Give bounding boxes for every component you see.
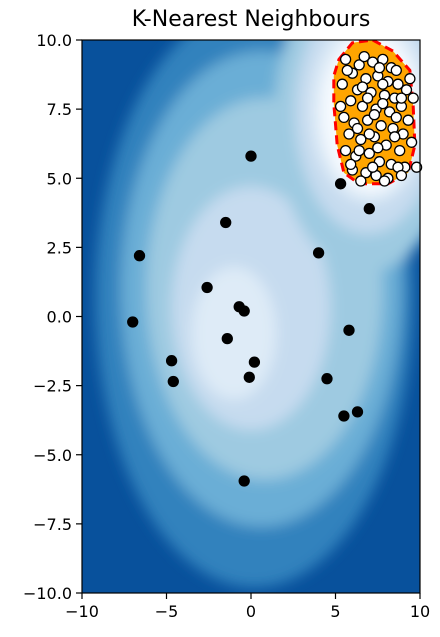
- data-point-s1-68: [353, 144, 365, 157]
- data-point-s1-33: [394, 144, 406, 157]
- data-point-s1-29: [343, 128, 355, 140]
- y-tick-label: 10.0: [36, 31, 72, 50]
- y-tick-label: −5.0: [33, 446, 72, 465]
- data-point-s1-34: [405, 136, 418, 148]
- data-point-s0-10: [165, 355, 178, 367]
- data-point-s0-8: [343, 324, 355, 336]
- data-point-s1-1: [353, 59, 365, 71]
- axes-layer: −10 −5 0 5 10 10.0 7.5 5.0 2.5 0.0 −2.5 −5.0 −7.5 −10…: [23, 31, 430, 621]
- y-tick-label: 0.0: [47, 308, 72, 327]
- data-point-s0-17: [238, 475, 250, 487]
- data-point-s1-30: [355, 133, 367, 146]
- data-point-s0-3: [133, 250, 146, 262]
- data-point-s0-9: [221, 332, 233, 345]
- data-point-s1-62: [395, 169, 408, 182]
- data-point-s0-14: [321, 373, 333, 385]
- y-tick-label: 7.5: [47, 100, 72, 119]
- y-tick-label: 2.5: [47, 238, 72, 257]
- data-point-s0-18: [334, 178, 347, 190]
- data-point-s1-61: [367, 161, 379, 173]
- data-point-s1-53: [404, 73, 416, 85]
- x-tick-label: −5: [155, 602, 179, 621]
- data-point-s1-56: [390, 111, 402, 124]
- data-point-s1-9: [392, 78, 404, 90]
- data-point-s1-18: [356, 100, 369, 113]
- data-point-s0-7: [127, 316, 139, 328]
- data-point-s1-54: [361, 92, 374, 104]
- y-tick-label: 5.0: [47, 169, 72, 188]
- data-point-s0-2: [312, 247, 325, 259]
- x-tick-label: 5: [330, 602, 340, 621]
- data-point-s1-50: [358, 50, 370, 63]
- data-point-s1-23: [338, 111, 350, 124]
- y-tick-label: −2.5: [33, 377, 72, 396]
- data-point-s1-69: [377, 97, 389, 110]
- y-tick-label: −10.0: [23, 584, 72, 603]
- data-point-s1-51: [373, 62, 386, 74]
- data-point-s1-63: [356, 81, 369, 93]
- data-point-s1-46: [355, 175, 367, 187]
- data-point-s1-16: [407, 92, 419, 104]
- data-points-layer: [127, 50, 423, 487]
- data-point-s0-11: [248, 356, 261, 368]
- data-point-s1-11: [336, 78, 348, 90]
- data-point-s1-49: [341, 64, 353, 77]
- data-point-s1-65: [334, 100, 347, 113]
- data-point-s1-47: [378, 175, 391, 187]
- data-point-s0-0: [245, 150, 257, 162]
- x-tick-label: 0: [246, 602, 256, 621]
- data-point-s1-0: [339, 53, 352, 66]
- data-point-s1-67: [363, 128, 375, 140]
- data-point-s0-1: [220, 216, 232, 229]
- data-point-s1-59: [389, 131, 401, 143]
- data-point-s1-37: [363, 147, 375, 160]
- chart-title: K-Nearest Neighbours: [132, 7, 371, 32]
- data-point-s1-17: [345, 95, 357, 107]
- data-point-s1-22: [402, 114, 414, 126]
- data-point-s0-12: [167, 375, 179, 388]
- data-point-s1-52: [390, 64, 402, 77]
- data-point-s0-4: [201, 281, 213, 294]
- data-point-s1-58: [372, 142, 384, 154]
- data-point-s0-19: [363, 203, 375, 215]
- data-point-s1-26: [375, 120, 387, 132]
- data-point-s1-66: [395, 92, 408, 104]
- data-point-s0-13: [243, 371, 255, 383]
- x-tick-label: −10: [65, 602, 99, 621]
- data-point-s1-57: [351, 122, 364, 135]
- x-tick-label: 10: [410, 602, 430, 621]
- data-point-s0-16: [338, 410, 350, 422]
- data-point-s1-35: [339, 144, 352, 157]
- data-point-s1-60: [345, 158, 357, 171]
- data-point-s1-10: [400, 84, 413, 96]
- data-point-s1-64: [377, 78, 389, 90]
- data-point-s0-15: [351, 406, 364, 418]
- data-point-s0-6: [238, 305, 250, 317]
- data-point-s1-55: [368, 109, 381, 121]
- y-tick-label: −7.5: [33, 515, 72, 534]
- data-point-s1-48: [410, 161, 423, 173]
